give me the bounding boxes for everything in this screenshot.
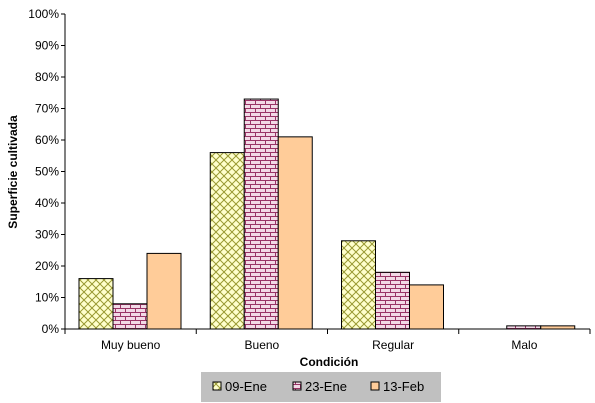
x-tick-label: Muy bueno — [101, 338, 161, 352]
y-tick-label: 10% — [35, 291, 59, 305]
y-tick-label: 20% — [35, 259, 59, 273]
legend-swatch — [212, 381, 222, 391]
y-tick-label: 40% — [35, 196, 59, 210]
legend-swatch — [292, 381, 302, 391]
y-tick-label: 80% — [35, 70, 59, 84]
x-tick-label: Bueno — [245, 338, 280, 352]
x-axis-title: Condición — [300, 355, 359, 369]
bar — [409, 284, 444, 330]
legend-label: 09-Ene — [225, 379, 267, 394]
bar — [146, 252, 182, 330]
y-axis-title: Superficie cultivada — [6, 115, 20, 229]
y-tick-label: 60% — [35, 133, 59, 147]
bar — [375, 271, 410, 330]
legend: 09-Ene 23-Ene 13-Feb — [201, 372, 441, 402]
legend-label: 23-Ene — [305, 379, 347, 394]
y-tick-label: 70% — [35, 102, 59, 116]
y-tick-label: 100% — [28, 7, 59, 21]
plot-area: 0% 10% 20% 30% 40% 50% 60% 70% 80% 90% 100% Muy bue… — [28, 7, 591, 352]
bar — [112, 303, 148, 330]
legend-box — [201, 372, 441, 402]
bar — [341, 240, 376, 330]
legend-label: 13-Feb — [383, 379, 424, 394]
y-tick-label: 30% — [35, 228, 59, 242]
legend-swatch — [370, 381, 380, 391]
x-tick-label: Regular — [372, 338, 414, 352]
bar — [277, 136, 313, 330]
y-tick-label: 50% — [35, 165, 59, 179]
bar — [78, 278, 114, 330]
x-tick-label: Malo — [511, 338, 537, 352]
bar — [209, 152, 245, 330]
bar — [243, 98, 279, 330]
y-tick-label: 90% — [35, 39, 59, 53]
y-tick-label: 0% — [42, 322, 60, 336]
